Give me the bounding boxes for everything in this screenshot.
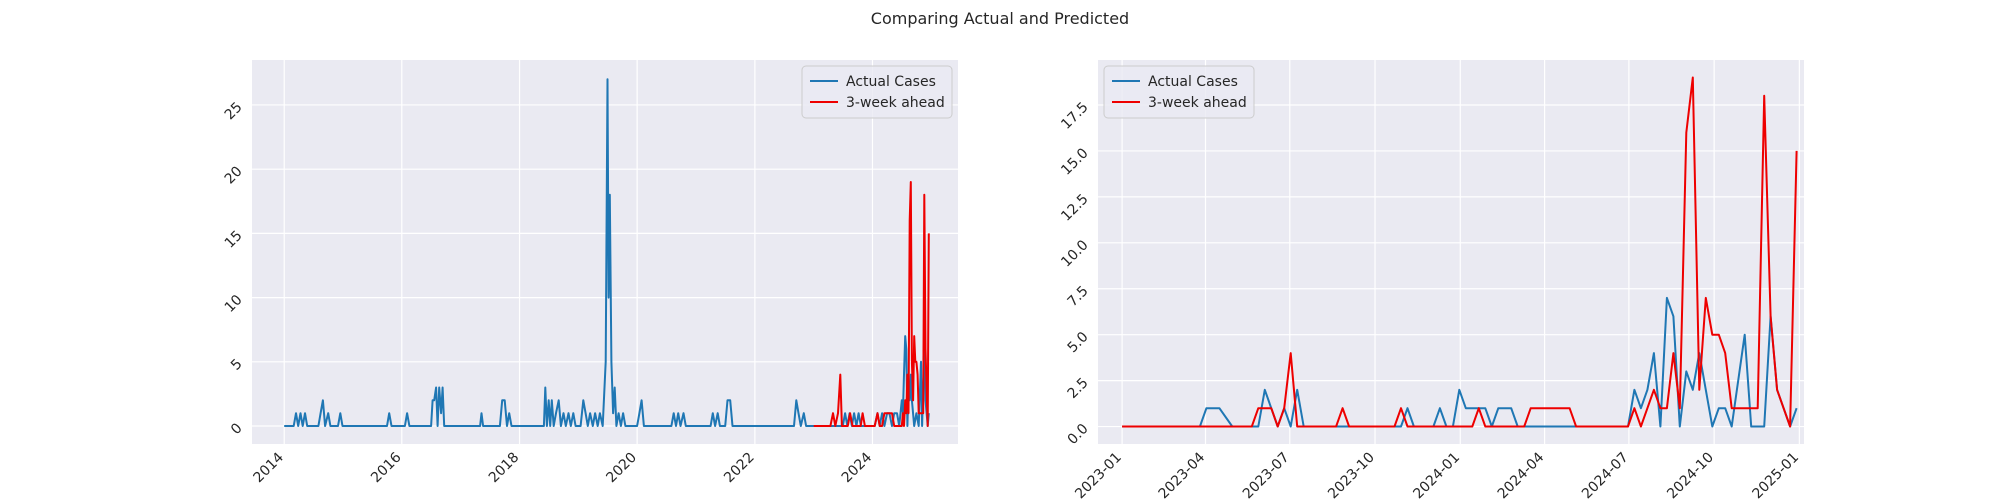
chart-1-y-tick-label: 17.5 — [1058, 99, 1091, 132]
chart-1-y-tick-label: 7.5 — [1065, 283, 1092, 310]
left-chart: 2014 2016 2018 2020 2022 2024 0 5 10 15 20 25 Actual… — [222, 60, 958, 486]
chart-1-legend-frame — [1103, 65, 1255, 119]
chart-0-y-tick-label: 20 — [222, 164, 246, 188]
chart-0-x-tick-label: 2018 — [486, 450, 523, 487]
chart-0-y-tick-label: 0 — [228, 420, 246, 438]
chart-1-series-predicted-line — [1122, 76, 1798, 428]
chart-0-x-tick-label: 2020 — [603, 450, 640, 487]
chart-1-x-tick-label: 2023-01 — [1072, 450, 1125, 500]
chart-0-x-tick-label: 2022 — [721, 450, 758, 487]
chart-1-y-tick-label: 10.0 — [1058, 237, 1091, 270]
chart-1-x-tick-label: 2024-07 — [1579, 450, 1632, 500]
chart-0-x-tick-label: 2014 — [251, 449, 288, 486]
chart-1-legend: Actual Cases 3-week ahead — [1103, 65, 1255, 119]
chart-0-y-tick-label: 10 — [222, 292, 246, 316]
chart-0-legend-label: 3-week ahead — [846, 95, 945, 111]
chart-1-y-tick-label: 5.0 — [1065, 329, 1092, 356]
chart-1-x-tick-label: 2024-01 — [1410, 450, 1463, 500]
chart-0-y-tick-label: 5 — [228, 356, 246, 374]
chart-1-x-tick-label: 2024-04 — [1495, 449, 1548, 500]
chart-1-legend-label: Actual Cases — [1148, 74, 1238, 90]
chart-1-y-tick-label: 2.5 — [1065, 375, 1092, 402]
chart-0-y-tick-label: 25 — [222, 99, 246, 123]
figure-title: Comparing Actual and Predicted — [871, 9, 1129, 28]
chart-1-y-tick-label: 12.5 — [1058, 191, 1091, 224]
chart-1-x-tick-label: 2025-01 — [1750, 450, 1803, 500]
chart-0-x-tick-label: 2024 — [839, 449, 876, 486]
chart-1-x-tick-label: 2024-10 — [1664, 450, 1717, 500]
chart-1-y-tick-label: 15.0 — [1058, 145, 1091, 178]
chart-0-y-tick-label: 15 — [222, 228, 246, 252]
chart-0-series-predicted-line — [813, 181, 930, 427]
chart-0-legend-frame — [801, 65, 953, 119]
chart-1-x-tick-label: 2023-10 — [1325, 450, 1378, 500]
chart-1-y-tick-label: 0.0 — [1065, 421, 1092, 448]
chart-0-x-tick-label: 2016 — [368, 449, 405, 486]
chart-0-legend-label: Actual Cases — [846, 74, 936, 90]
chart-1-x-tick-label: 2023-07 — [1240, 450, 1293, 500]
chart-1-x-tick-label: 2023-04 — [1156, 449, 1209, 500]
right-chart: 2023-01 2023-04 2023-07 2023-10 2024-01 2024-… — [1058, 60, 1804, 500]
chart-1-legend-label: 3-week ahead — [1148, 95, 1247, 111]
chart-0-legend: Actual Cases 3-week ahead — [801, 65, 953, 119]
